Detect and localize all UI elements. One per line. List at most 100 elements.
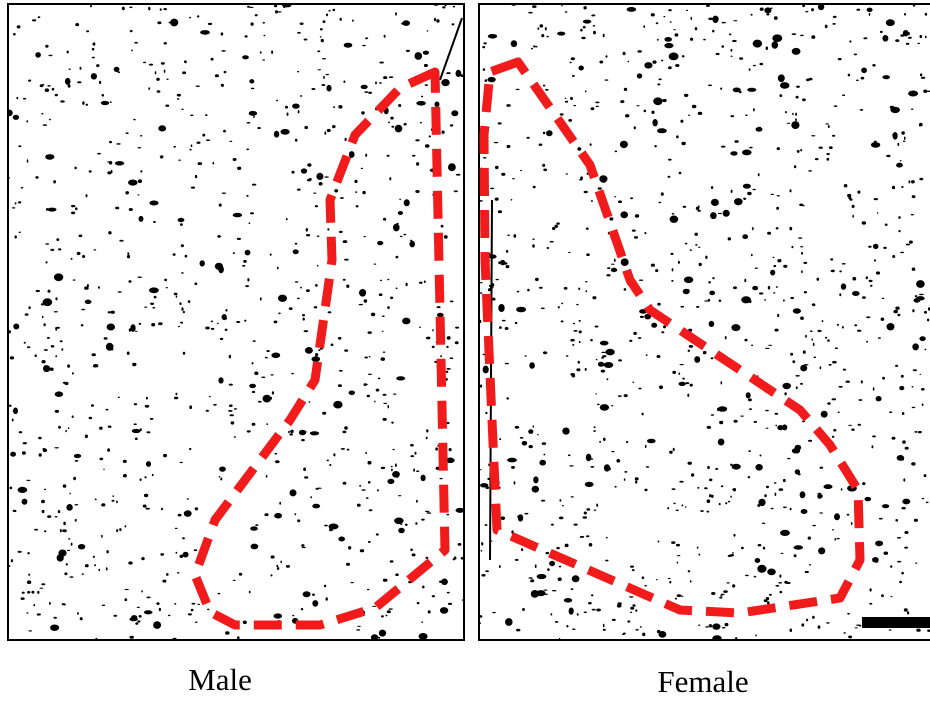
- speckle: [329, 464, 332, 466]
- speckle: [43, 349, 49, 351]
- speckle: [385, 614, 388, 617]
- speckle: [296, 297, 300, 300]
- speckle: [675, 64, 680, 67]
- speckle: [125, 191, 129, 195]
- speckle: [687, 349, 690, 352]
- speckle: [689, 249, 692, 252]
- speckle: [111, 499, 115, 502]
- speckle: [698, 246, 701, 248]
- speckle: [644, 584, 647, 587]
- speckle: [365, 153, 368, 157]
- speckle: [782, 424, 788, 431]
- speckle: [28, 630, 33, 632]
- speckle: [669, 580, 672, 584]
- speckle: [733, 20, 738, 22]
- speckle: [515, 88, 520, 91]
- speckle: [22, 442, 27, 445]
- speckle: [46, 207, 48, 211]
- speckle: [424, 84, 428, 86]
- speckle: [409, 240, 416, 248]
- speckle: [687, 461, 692, 465]
- speckle: [712, 623, 721, 630]
- speckle: [777, 313, 780, 318]
- speckle: [343, 80, 346, 83]
- speckle: [823, 484, 833, 490]
- speckle: [708, 281, 711, 284]
- speckle: [881, 594, 884, 598]
- speckle: [419, 281, 423, 284]
- speckle: [126, 351, 130, 355]
- speckle: [247, 278, 250, 282]
- speckle: [133, 118, 136, 121]
- speckle: [106, 323, 116, 331]
- speckle: [308, 177, 312, 181]
- speckle: [834, 513, 840, 521]
- speckle: [542, 131, 546, 135]
- speckle: [250, 212, 254, 215]
- speckle: [904, 446, 909, 450]
- speckle: [657, 540, 660, 543]
- speckle: [705, 626, 709, 628]
- speckle: [26, 120, 29, 123]
- speckle: [130, 324, 136, 332]
- speckle: [630, 197, 634, 200]
- speckle: [317, 50, 321, 53]
- speckle: [165, 287, 169, 289]
- speckle: [584, 90, 587, 93]
- speckle: [513, 481, 516, 485]
- speckle: [687, 114, 691, 116]
- speckle: [791, 245, 794, 249]
- speckle: [71, 204, 76, 208]
- speckle: [521, 441, 528, 446]
- speckle: [313, 192, 317, 194]
- speckle: [585, 453, 592, 462]
- speckle: [91, 353, 96, 357]
- speckle: [145, 507, 150, 510]
- speckle: [37, 16, 41, 19]
- speckle: [318, 182, 323, 186]
- speckle: [923, 310, 928, 314]
- speckle: [741, 296, 751, 304]
- speckle: [796, 85, 800, 88]
- speckle: [479, 615, 483, 618]
- speckle: [583, 6, 587, 10]
- speckle: [54, 93, 58, 97]
- speckle: [900, 374, 904, 378]
- speckle: [837, 411, 840, 414]
- speckle: [380, 615, 384, 618]
- speckle: [695, 206, 700, 211]
- speckle: [41, 583, 46, 586]
- speckle: [709, 478, 713, 482]
- speckle: [570, 496, 574, 498]
- speckle: [328, 9, 331, 12]
- speckle: [597, 361, 605, 367]
- speckle: [229, 414, 234, 417]
- speckle: [344, 426, 348, 430]
- speckle: [837, 57, 842, 61]
- speckle: [306, 234, 311, 237]
- speckle: [767, 568, 776, 576]
- speckle: [244, 35, 248, 38]
- speckle: [585, 227, 589, 230]
- speckle: [676, 543, 680, 547]
- speckle: [372, 605, 377, 607]
- speckle: [301, 546, 306, 549]
- speckle: [178, 159, 181, 161]
- speckle: [804, 570, 809, 574]
- speckle: [18, 431, 23, 434]
- speckle: [91, 56, 95, 59]
- speckle: [891, 185, 896, 190]
- speckle: [698, 624, 701, 626]
- speckle: [764, 299, 767, 301]
- speckle: [301, 438, 305, 442]
- speckle: [812, 342, 815, 347]
- speckle: [74, 518, 77, 522]
- speckle: [479, 319, 482, 323]
- speckle: [416, 601, 420, 605]
- panel-label: Male: [188, 662, 252, 697]
- speckle: [266, 423, 269, 425]
- speckle: [297, 31, 301, 34]
- speckle: [410, 239, 413, 242]
- speckle: [624, 471, 628, 473]
- speckle: [281, 4, 292, 8]
